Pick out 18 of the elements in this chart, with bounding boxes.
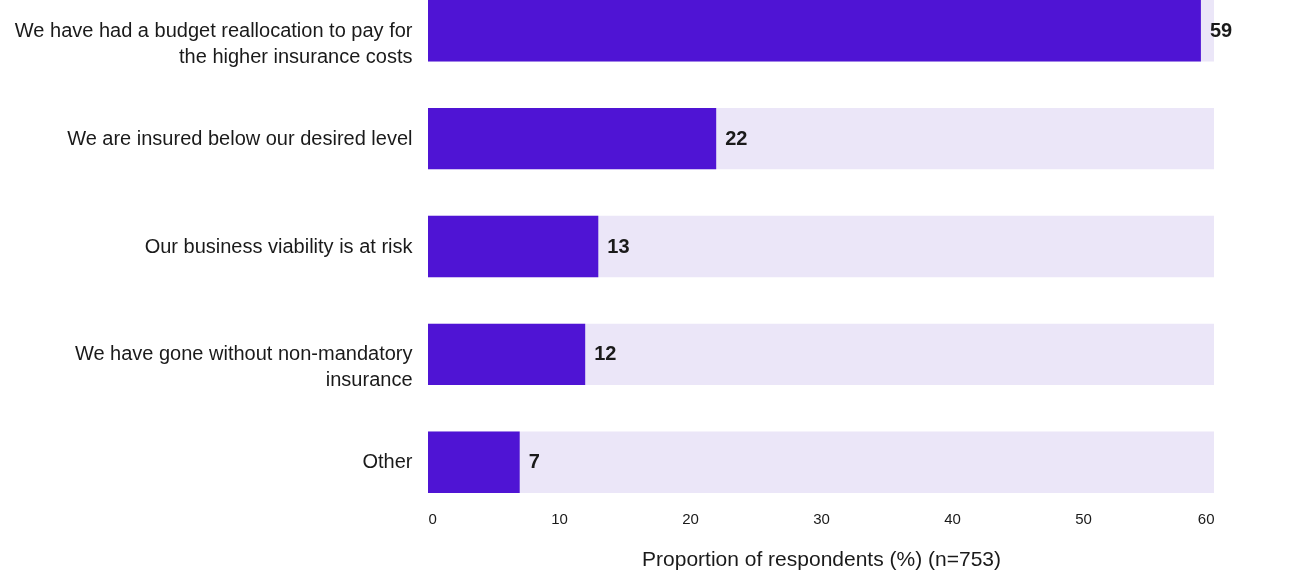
y-tick-label: We are insured below our desired level [67, 126, 413, 149]
data-label: 12 [594, 342, 617, 365]
y-tick-label: We have had a budget reallocation to pay for the higher insurance costs [14, 18, 413, 67]
y-tick-label: Other [362, 450, 413, 473]
y-tick-label: Our business viability is at risk [144, 234, 414, 257]
data-label: 59 [1209, 18, 1233, 41]
data-label: 7 [528, 450, 540, 473]
x-tick-label: 0 [428, 509, 437, 527]
x-tick-label: 40 [944, 509, 961, 527]
x-tick-label: 20 [682, 509, 699, 527]
y-tick-label: We have gone without non-mandatory insurance [74, 342, 413, 391]
x-axis-title: Proportion of respondents (%) (n=753) [642, 546, 1001, 570]
x-tick-label: 30 [813, 509, 830, 527]
x-tick-label: 60 [1197, 509, 1215, 527]
x-tick-label: 10 [551, 509, 568, 527]
data-label: 13 [607, 234, 630, 257]
data-label: 22 [725, 126, 748, 149]
x-tick-label: 50 [1075, 509, 1092, 527]
